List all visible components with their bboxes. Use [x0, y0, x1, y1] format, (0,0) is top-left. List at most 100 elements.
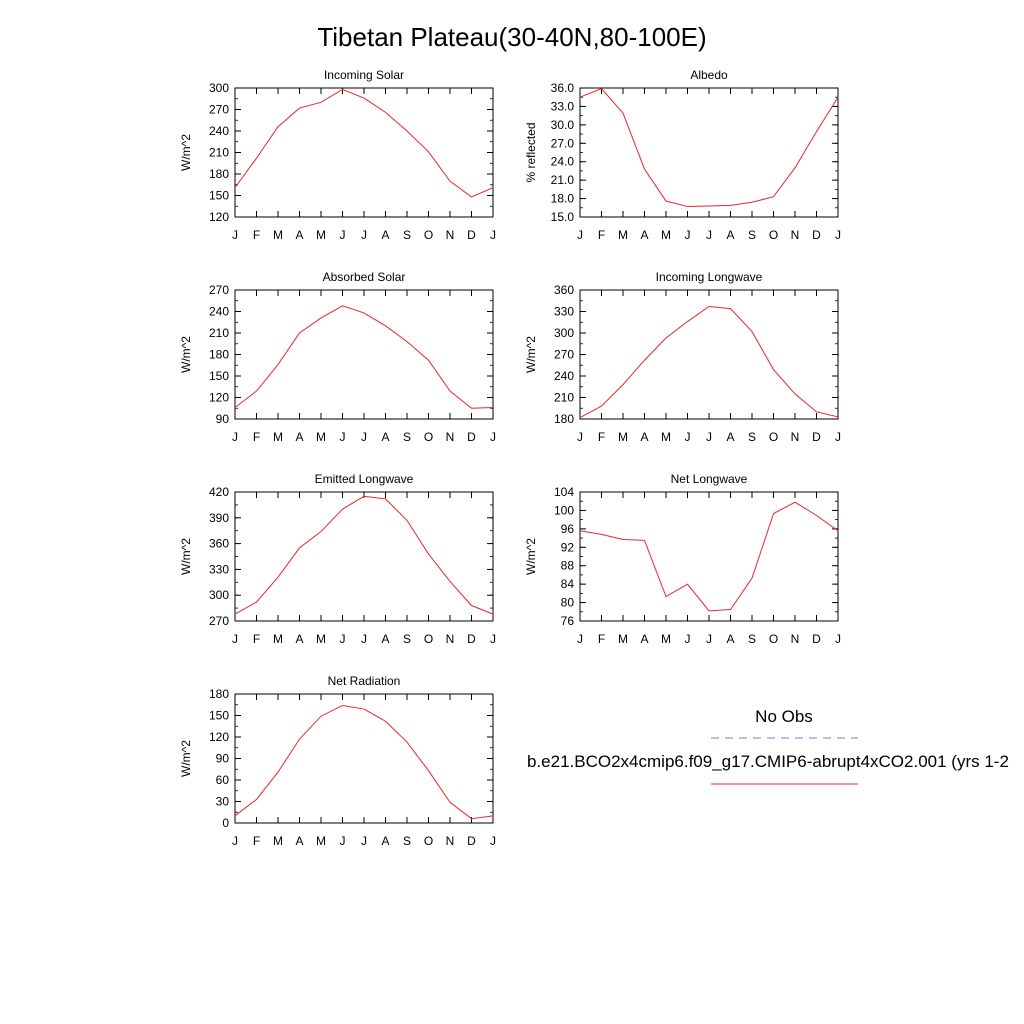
x-tick-label: M	[273, 430, 283, 444]
x-tick-label: A	[640, 632, 648, 646]
y-tick-label: 30	[216, 795, 230, 809]
x-tick-label: F	[253, 228, 260, 242]
x-tick-label: N	[791, 430, 800, 444]
y-tick-label: 15.0	[551, 210, 575, 224]
x-tick-label: S	[748, 228, 756, 242]
x-tick-label: S	[748, 430, 756, 444]
x-tick-label: M	[316, 228, 326, 242]
y-tick-label: 120	[209, 210, 229, 224]
x-tick-label: J	[232, 430, 238, 444]
y-axis-label: W/m^2	[179, 740, 193, 777]
plot-frame	[579, 87, 839, 218]
x-tick-label: M	[273, 834, 283, 848]
legend-model-label: b.e21.BCO2x4cmip6.f09_g17.CMIP6-abrupt4x…	[527, 752, 1009, 771]
x-tick-label: D	[467, 632, 476, 646]
x-tick-label: J	[340, 430, 346, 444]
y-tick-label: 96	[561, 522, 575, 536]
y-tick-label: 240	[209, 305, 229, 319]
plot-frame	[234, 87, 494, 218]
x-tick-label: A	[295, 228, 303, 242]
x-tick-label: S	[403, 430, 411, 444]
x-tick-label: A	[726, 228, 734, 242]
x-tick-label: J	[577, 632, 583, 646]
y-tick-label: 24.0	[551, 155, 575, 169]
x-tick-label: N	[791, 632, 800, 646]
x-tick-label: J	[835, 430, 841, 444]
x-tick-label: O	[424, 834, 433, 848]
panel-emitted-longwave: Emitted Longwave W/m^2 270 300 330 360 390 420 J…	[179, 472, 496, 646]
y-tick-label: 60	[216, 773, 230, 787]
x-tick-label: M	[273, 632, 283, 646]
y-tick-label: 33.0	[551, 99, 575, 113]
x-tick-label: J	[361, 228, 367, 242]
plot-frame	[234, 289, 494, 420]
y-tick-label: 150	[209, 709, 229, 723]
y-tick-label: 360	[554, 283, 574, 297]
x-tick-label: J	[232, 834, 238, 848]
x-tick-label: O	[424, 430, 433, 444]
y-axis-label: W/m^2	[524, 336, 538, 373]
x-tick-label: J	[361, 430, 367, 444]
x-tick-label: J	[577, 430, 583, 444]
x-tick-label: A	[295, 430, 303, 444]
y-tick-label: 270	[554, 348, 574, 362]
panel-title: Incoming Solar	[324, 68, 404, 82]
y-tick-label: 300	[209, 588, 229, 602]
x-tick-label: A	[640, 430, 648, 444]
y-axis-label: W/m^2	[524, 538, 538, 575]
x-tick-label: J	[232, 632, 238, 646]
x-tick-label: J	[340, 834, 346, 848]
x-tick-label: A	[381, 430, 389, 444]
y-tick-label: 270	[209, 614, 229, 628]
plot-frame	[234, 693, 494, 824]
y-axis-label: W/m^2	[179, 134, 193, 171]
y-tick-label: 180	[209, 348, 229, 362]
x-tick-label: J	[685, 430, 691, 444]
y-tick-label: 27.0	[551, 136, 575, 150]
y-tick-label: 76	[561, 614, 575, 628]
y-tick-label: 240	[554, 369, 574, 383]
x-tick-label: A	[295, 834, 303, 848]
x-tick-label: J	[490, 632, 496, 646]
x-tick-label: A	[726, 632, 734, 646]
x-tick-label: A	[295, 632, 303, 646]
x-tick-label: A	[381, 834, 389, 848]
y-tick-label: 420	[209, 485, 229, 499]
y-tick-label: 18.0	[551, 192, 575, 206]
y-tick-label: 84	[561, 577, 575, 591]
figure-title: Tibetan Plateau(30-40N,80-100E)	[317, 22, 706, 52]
panel-absorbed-solar: Absorbed Solar W/m^2 90 120 150 180 210 240 270 J…	[179, 270, 496, 444]
panel-title: Absorbed Solar	[323, 270, 406, 284]
y-tick-label: 300	[554, 326, 574, 340]
x-tick-label: J	[490, 228, 496, 242]
series-line	[579, 501, 839, 612]
x-tick-label: D	[467, 834, 476, 848]
x-tick-label: O	[769, 632, 778, 646]
x-tick-label: F	[598, 632, 605, 646]
y-axis-label: % reflected	[524, 122, 538, 182]
x-tick-label: O	[769, 430, 778, 444]
x-tick-label: J	[490, 430, 496, 444]
y-tick-label: 150	[209, 189, 229, 203]
x-tick-label: F	[253, 834, 260, 848]
x-tick-label: M	[618, 228, 628, 242]
panel-title: Incoming Longwave	[656, 270, 763, 284]
y-tick-label: 330	[209, 562, 229, 576]
panel-incoming-longwave: Incoming Longwave W/m^2 180 210 240 270 300 330…	[524, 270, 841, 444]
x-tick-label: M	[661, 228, 671, 242]
series-line	[579, 88, 839, 208]
y-tick-label: 360	[209, 537, 229, 551]
x-tick-label: J	[685, 228, 691, 242]
series-line	[234, 495, 494, 615]
panel-title: Emitted Longwave	[315, 472, 414, 486]
y-tick-label: 120	[209, 391, 229, 405]
y-tick-label: 104	[554, 485, 574, 499]
y-tick-label: 210	[209, 326, 229, 340]
x-tick-label: F	[253, 632, 260, 646]
x-tick-label: M	[618, 632, 628, 646]
y-tick-label: 210	[209, 146, 229, 160]
x-tick-label: O	[424, 632, 433, 646]
x-tick-label: J	[835, 228, 841, 242]
